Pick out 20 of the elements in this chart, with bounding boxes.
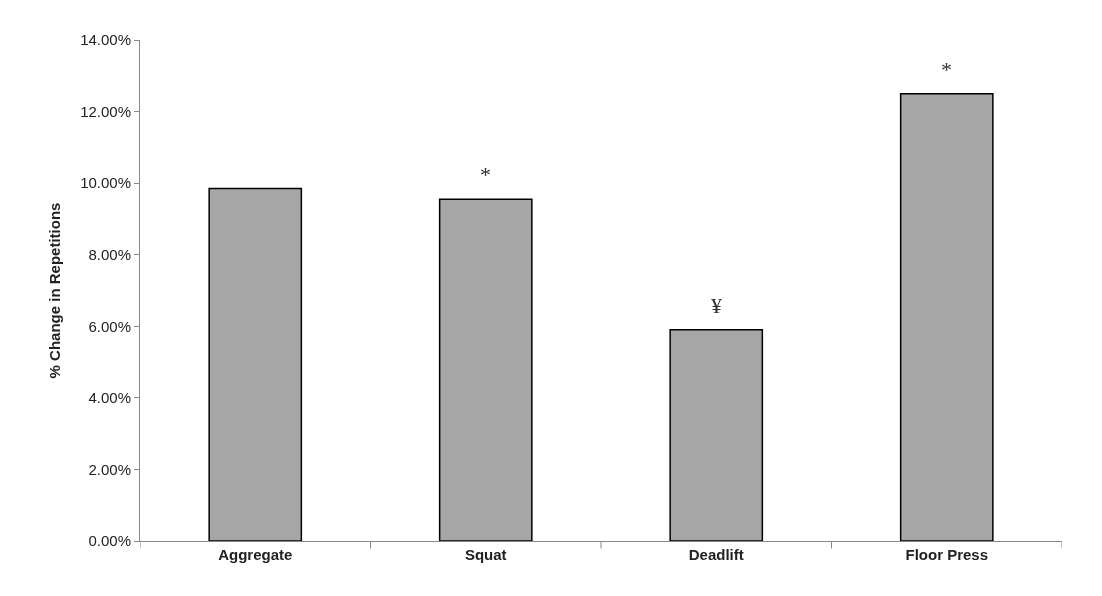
- y-tick-label: 8.00%: [88, 245, 131, 263]
- x-tick-label: Floor Press: [905, 546, 989, 563]
- x-tick-label: Squat: [464, 546, 507, 563]
- x-tick-label: Deadlift: [688, 546, 744, 563]
- annotation: *: [480, 162, 491, 187]
- bar: [669, 329, 764, 541]
- y-tick-label: 12.00%: [80, 102, 131, 120]
- y-tick-label: 6.00%: [88, 317, 131, 335]
- y-axis-title: % Change in Repetitions: [46, 202, 64, 379]
- y-tick-label: 4.00%: [88, 389, 131, 407]
- y-tick-label: 14.00%: [80, 31, 131, 49]
- annotation: *: [941, 57, 952, 82]
- x-tick-label: Aggregate: [218, 546, 293, 563]
- bar: [899, 92, 994, 541]
- annotation: ¥: [711, 293, 722, 318]
- bar: [208, 187, 303, 541]
- y-tick-label: 10.00%: [80, 174, 131, 192]
- y-tick-label: 2.00%: [88, 460, 131, 478]
- y-tick-label: 0.00%: [88, 532, 131, 550]
- bar: [438, 198, 533, 541]
